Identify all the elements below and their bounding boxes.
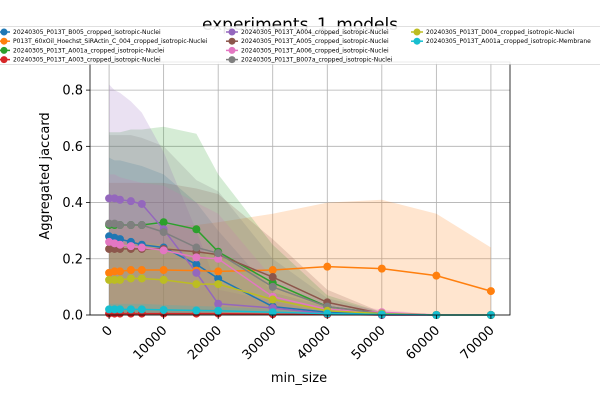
legend-label: 20240305_P013T_A004_cropped_isotropic-Nu… [241,29,389,36]
legend-box [0,26,600,65]
legend-label: 20240305_P013T_A005_cropped_isotropic-Nu… [241,38,389,45]
data-point [126,242,135,251]
data-point [214,249,223,258]
legend-swatch-marker [228,37,236,45]
data-point [126,266,135,275]
legend-label: 20240305_P013T_A001a_cropped_isotropic-N… [13,47,165,54]
data-point [214,306,223,315]
data-point [323,262,332,271]
legend-label: P013T_60xOil_Hoechst_SiRActin_C_004_crop… [13,38,208,45]
error-band [109,174,491,315]
data-point [116,221,124,230]
data-point [116,235,124,244]
data-point [214,274,223,283]
data-point [268,308,277,317]
legend-swatch-marker [228,46,236,54]
data-point [268,295,277,304]
y-axis-label: Aggregated jaccard [38,112,53,239]
data-point [159,305,168,314]
y-tick-label: 0.8 [62,84,83,99]
legend-swatch-marker [0,56,8,64]
data-point [192,280,201,289]
legend: 20240305_P013T_B005_cropped_isotropic-Nu… [0,26,600,65]
y-tick-label: 0.0 [62,309,83,324]
data-point [126,305,135,314]
data-point [159,218,168,227]
data-point [192,225,201,234]
legend-swatch-marker [0,46,8,54]
legend-label: 20240305_P013T_B005_cropped_isotropic-Nu… [13,29,161,36]
data-point [192,268,201,277]
error-band [109,199,491,315]
data-point [116,195,124,204]
legend-swatch-marker [228,56,236,64]
error-band [109,303,491,315]
data-point [323,309,332,318]
error-band [109,157,491,315]
error-band [109,126,491,315]
data-point [159,266,168,275]
data-point [159,246,168,255]
legend-swatch-marker [413,28,421,36]
legend-label: 20240305_P013T_A003_cropped_isotropic-Nu… [13,57,161,64]
y-tick-label: 0.6 [62,140,83,155]
y-tick-label: 0.4 [62,196,83,211]
data-point [214,254,223,263]
data-point [116,267,124,276]
legend-swatch-marker [0,37,8,45]
data-point [116,240,124,249]
y-tick-label: 0.2 [62,252,83,267]
data-point [268,266,277,275]
data-point [126,221,135,230]
data-point [137,274,146,283]
data-point [192,253,201,262]
data-point [192,306,201,315]
data-point [432,271,441,280]
error-band [109,182,491,315]
legend-label: 20240305_P013T_D004_cropped_isotropic-Nu… [426,29,574,36]
data-point [159,275,168,284]
data-point [192,243,201,252]
data-point [214,299,223,308]
data-point [137,221,146,230]
data-point [126,197,135,206]
legend-label: 20240305_P013T_A006_cropped_isotropic-Nu… [241,47,389,54]
data-point [486,287,495,296]
data-point [214,267,223,276]
data-point [126,274,135,283]
legend-swatch-marker [0,28,8,36]
data-point [268,282,277,291]
data-point [377,310,386,319]
legend-label: 20240305_P013T_B007a_cropped_isotropic-N… [241,57,393,64]
data-point [214,280,223,289]
data-point [159,228,168,237]
data-point [137,266,146,275]
data-point [377,264,386,273]
data-point [268,273,277,282]
data-point [137,243,146,252]
data-point [137,305,146,314]
data-point [116,275,124,284]
data-point [116,305,124,314]
legend-swatch-marker [413,37,421,45]
legend-swatch-marker [228,28,236,36]
legend-label: 20240305_P013T_A001a_cropped_isotropic-M… [426,38,591,45]
x-axis-label: min_size [271,371,327,386]
data-point [137,199,146,208]
error-band [109,241,491,315]
data-point [192,260,201,269]
